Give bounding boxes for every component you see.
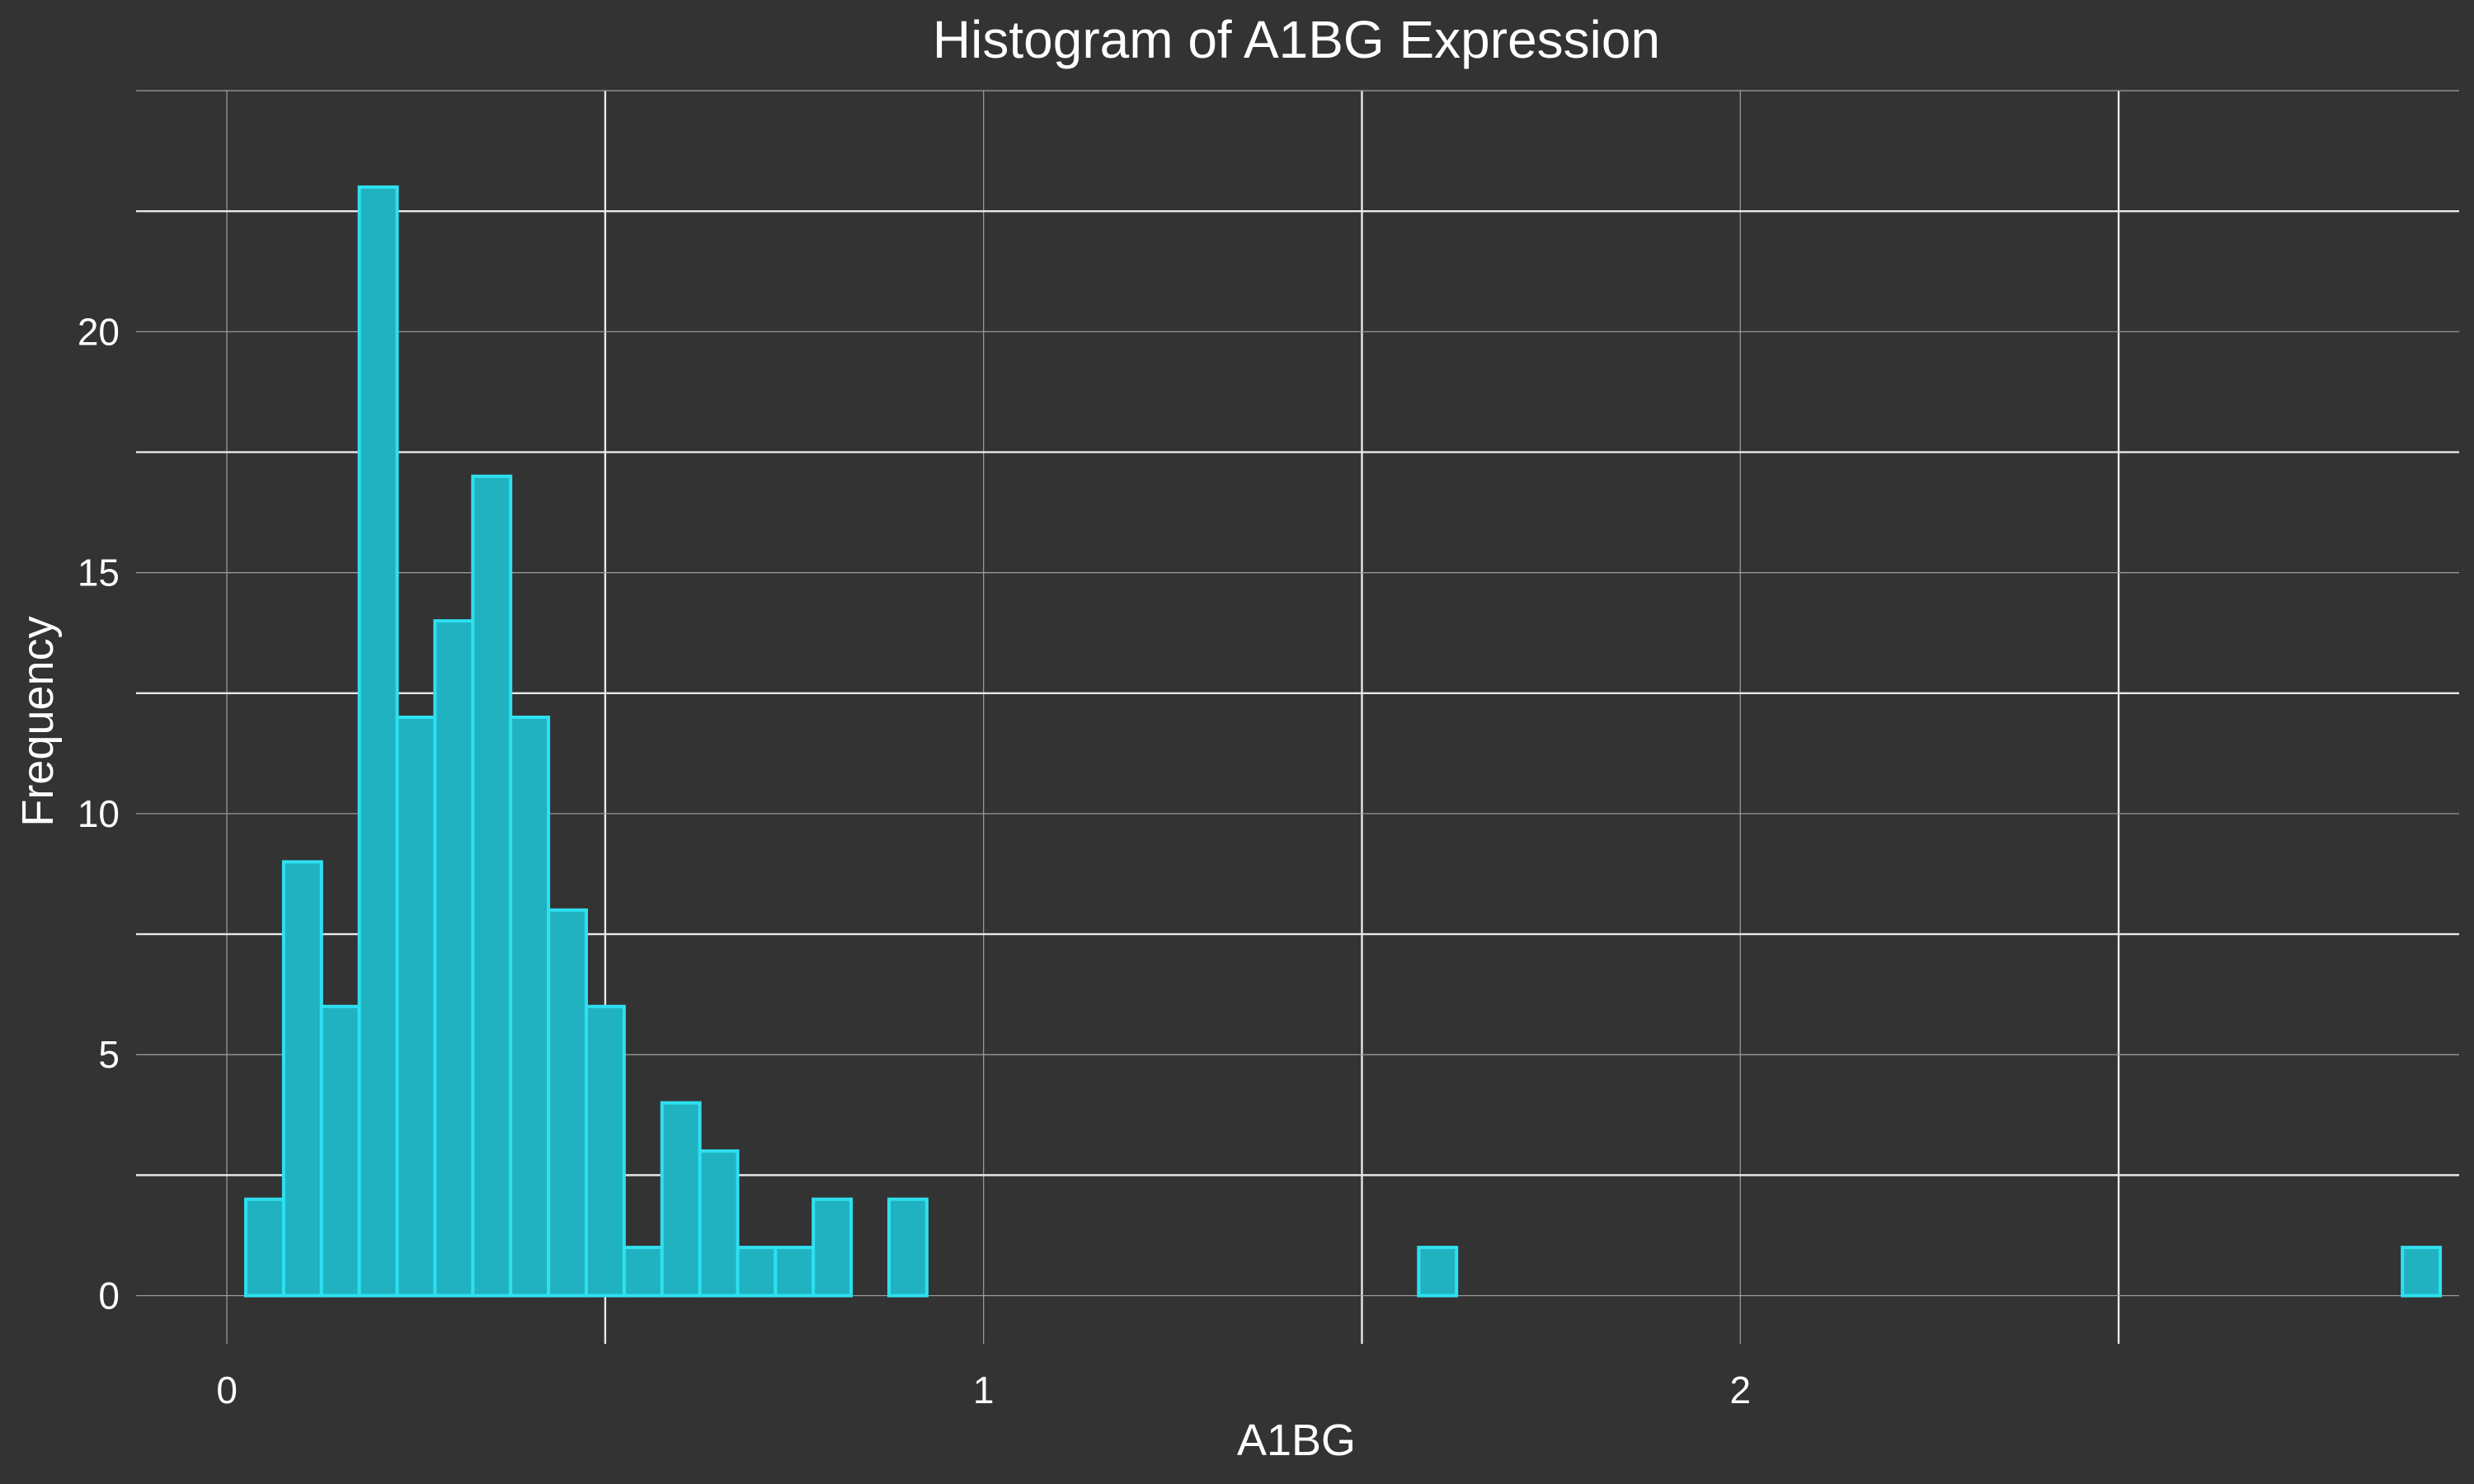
- histogram-bar: [471, 474, 513, 1298]
- histogram-bar: [811, 1197, 854, 1298]
- histogram-bar: [1417, 1246, 1459, 1298]
- chart-title: Histogram of A1BG Expression: [933, 10, 1660, 69]
- y-tick-label: 20: [78, 310, 120, 353]
- y-axis-label: Frequency: [13, 616, 63, 826]
- histogram-bar: [244, 1197, 285, 1298]
- histogram-bars: [244, 185, 2443, 1298]
- x-axis-label: A1BG: [1237, 1416, 1356, 1465]
- histogram-bar: [584, 1004, 626, 1298]
- histogram-bar: [736, 1246, 778, 1298]
- y-tick-label: 5: [98, 1033, 120, 1076]
- histogram-bar: [660, 1101, 702, 1298]
- histogram-bar: [698, 1149, 740, 1298]
- x-tick-label: 0: [216, 1369, 238, 1411]
- histogram-bar: [774, 1246, 816, 1298]
- histogram-bar: [509, 716, 551, 1298]
- histogram-bar: [319, 1004, 361, 1298]
- histogram-bar: [395, 716, 437, 1298]
- y-tick-label: 10: [78, 792, 120, 835]
- histogram-bar: [281, 860, 323, 1298]
- x-tick-label: 2: [1729, 1369, 1751, 1411]
- histogram-bar: [357, 185, 399, 1298]
- histogram-bar: [622, 1246, 664, 1298]
- histogram-bar: [433, 619, 475, 1298]
- histogram-bar: [887, 1197, 929, 1298]
- y-tick-label: 0: [98, 1275, 120, 1317]
- x-tick-label: 1: [973, 1369, 995, 1411]
- y-tick-label: 15: [78, 552, 120, 594]
- histogram-bar: [547, 908, 588, 1298]
- histogram-bar: [2401, 1246, 2443, 1298]
